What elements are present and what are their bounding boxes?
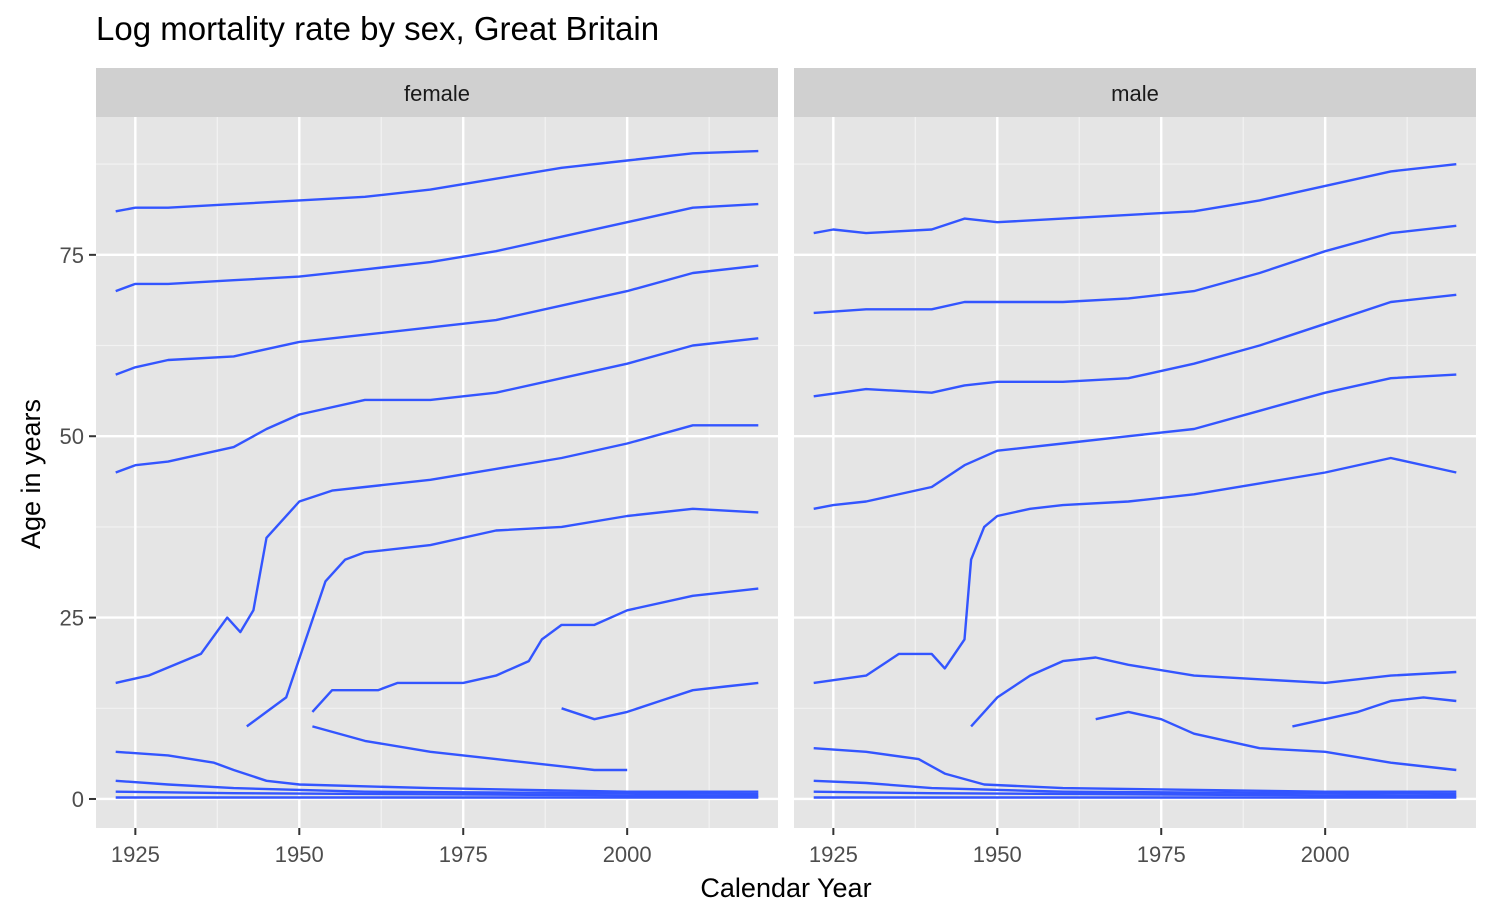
facet-strip [96,68,778,117]
contour-line [246,507,759,728]
x-tick-label: 1950 [275,842,324,867]
x-tick-label: 1975 [1137,842,1186,867]
facet-panel-male: male 1925 1950 1975 2000 [794,68,1476,867]
contour-line [813,747,1457,793]
contour-lines [813,163,1457,799]
y-axis: 0 25 50 75 [60,243,96,812]
facet-strip [794,68,1476,117]
x-tick-label: 1950 [973,842,1022,867]
x-tick-label: 1925 [809,842,858,867]
y-axis-title: Age in years [16,399,46,549]
contour-line [813,224,1457,315]
contour-line [115,424,759,685]
contour-line [561,681,759,721]
contour-line [312,725,628,772]
contour-line [1292,696,1457,728]
x-tick-label: 1925 [111,842,160,867]
facet-panel-female: female 1925 1950 1975 2000 [96,68,778,867]
contour-line [115,264,759,376]
contour-line [115,790,759,798]
y-tick-label: 50 [60,424,84,449]
contour-line [311,587,759,713]
facet-strip-label: male [1111,81,1159,106]
facet-panels: female 1925 1950 1975 2000 male 1925 1950 1975 20… [96,68,1476,867]
contour-line [813,293,1457,398]
y-tick-label: 75 [60,243,84,268]
x-tick-label: 2000 [1301,842,1350,867]
x-tick-label: 2000 [603,842,652,867]
y-tick-label: 25 [60,606,84,631]
contour-line [813,163,1457,235]
contour-line [115,149,759,213]
panel-background [96,117,778,828]
contour-line [115,202,759,293]
y-tick-label: 0 [72,787,84,812]
contour-line [1095,710,1457,772]
chart-title: Log mortality rate by sex, Great Britain [96,10,660,47]
contour-line [813,373,1457,510]
x-axis-title: Calendar Year [700,873,871,903]
contour-line [970,656,1457,728]
contour-line [115,337,759,474]
panel-background [794,117,1476,828]
contour-line [115,750,759,793]
contour-line [813,790,1457,798]
contour-line [115,779,759,796]
facet-strip-label: female [404,81,470,106]
x-tick-label: 1975 [439,842,488,867]
contour-lines [115,149,759,799]
contour-line [813,779,1457,796]
contour-line [813,456,1457,685]
